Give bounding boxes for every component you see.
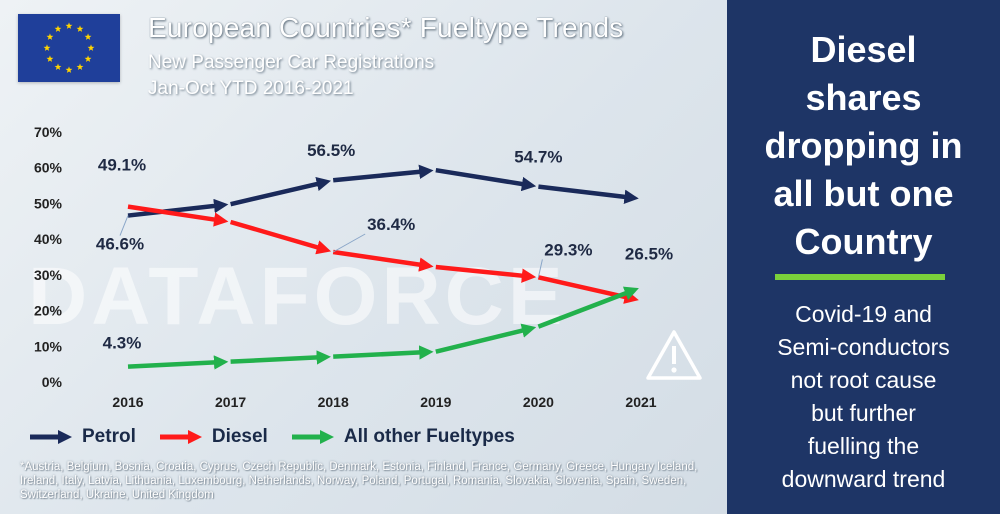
series-segment-all-other-fueltypes (333, 345, 434, 360)
headline-line: Country (794, 221, 933, 262)
chart-area: European Countries* Fueltype Trends New … (18, 12, 702, 501)
data-label-leader (537, 259, 543, 278)
data-label: 56.5% (307, 141, 355, 160)
panel-divider (775, 274, 945, 280)
flag-star (46, 33, 54, 40)
flag-star (87, 44, 95, 51)
legend-label: Petrol (82, 426, 136, 447)
x-tick-label: 2021 (625, 394, 656, 410)
series-segment-all-other-fueltypes (537, 286, 639, 329)
panel-headline: Diesel shares dropping in all but one Countr… (727, 26, 1000, 266)
chart-period: Jan-Oct YTD 2016-2021 (148, 78, 354, 99)
body-line: fuelling the (807, 433, 920, 459)
legend-arrow-icon (291, 430, 334, 444)
flag-star (43, 44, 51, 51)
legend-item-diesel: Diesel (158, 426, 268, 448)
body-line: but further (811, 400, 916, 426)
series-segment-diesel (435, 264, 537, 283)
data-label: 26.5% (625, 244, 673, 263)
series-segment-petrol (538, 184, 639, 204)
body-line: Semi-conductors (777, 334, 950, 360)
eu-flag-icon (18, 14, 120, 82)
legend-label: Diesel (211, 426, 268, 447)
y-tick-label: 50% (34, 195, 63, 211)
watermark: DATAFORCE (28, 251, 567, 342)
series-segment-diesel (229, 219, 332, 255)
chart-subtitle: New Passenger Car Registrations (148, 52, 435, 73)
series-segment-petrol (230, 176, 332, 207)
panel-body-text: Covid-19 and Semi-conductors not root caus… (727, 298, 1000, 496)
data-label-leader (332, 233, 366, 253)
data-label: 36.4% (367, 215, 415, 234)
y-tick-label: 70% (34, 124, 63, 140)
y-tick-label: 60% (34, 160, 63, 176)
data-label: 54.7% (514, 148, 562, 167)
headline-line: all but one (773, 173, 954, 214)
y-tick-label: 40% (34, 231, 63, 247)
warning-triangle-icon (646, 330, 702, 380)
legend-item-petrol: Petrol (28, 426, 136, 448)
flag-star (54, 63, 62, 70)
flag-star (76, 25, 84, 32)
legend-arrow-icon (159, 430, 202, 444)
chart-legend: Petrol Diesel All other Fueltypes (28, 426, 537, 448)
data-label: 49.1% (98, 156, 146, 175)
series-segment-diesel (332, 249, 434, 272)
headline-line: shares (805, 77, 922, 118)
y-tick-label: 30% (34, 267, 63, 283)
legend-arrow-icon (30, 430, 72, 444)
series-segment-petrol (435, 167, 537, 192)
line-chart: 0% 10% 20% 30% 40% 50% 60% 70% 2016 2017 2018 2019 2… (34, 124, 673, 410)
series-segment-diesel (127, 204, 229, 227)
side-panel: Diesel shares dropping in all but one Countr… (727, 0, 1000, 514)
data-label-leader (119, 215, 129, 236)
series-segment-petrol (127, 198, 229, 218)
x-tick-label: 2017 (215, 394, 246, 410)
country-footnote: *Austria, Belgium, Bosnia, Croatia, Cypr… (20, 461, 698, 501)
y-tick-label: 20% (34, 303, 63, 319)
series-segment-all-other-fueltypes (435, 323, 537, 354)
x-tick-label: 2020 (523, 394, 554, 410)
data-label: 29.3% (544, 240, 592, 259)
x-tick-label: 2019 (420, 394, 451, 410)
flag-star (46, 55, 54, 62)
eu-flag-graphic (18, 14, 120, 82)
legend-label: All other Fueltypes (343, 426, 515, 447)
legend-item-all-other-fueltypes: All other Fueltypes (290, 426, 515, 448)
headline-line: dropping in (764, 125, 963, 166)
flag-star (76, 63, 84, 70)
data-label: 46.6% (96, 235, 144, 254)
series-segment-all-other-fueltypes (127, 355, 229, 370)
flag-star (65, 66, 73, 73)
body-line: Covid-19 and (795, 301, 932, 327)
body-line: downward trend (781, 466, 946, 492)
y-tick-label: 10% (34, 338, 63, 354)
flag-star (84, 33, 92, 40)
data-label: 4.3% (103, 334, 142, 353)
body-line: not root cause (790, 367, 937, 393)
y-tick-label: 0% (42, 374, 63, 390)
flag-star (54, 25, 62, 32)
flag-star (84, 55, 92, 62)
x-tick-label: 2016 (112, 394, 143, 410)
x-tick-label: 2018 (318, 394, 349, 410)
chart-title: European Countries* Fueltype Trends (148, 12, 624, 43)
series-segment-all-other-fueltypes (230, 350, 331, 365)
flag-star (65, 22, 73, 29)
headline-line: Diesel (810, 29, 917, 70)
series-segment-petrol (332, 164, 434, 183)
